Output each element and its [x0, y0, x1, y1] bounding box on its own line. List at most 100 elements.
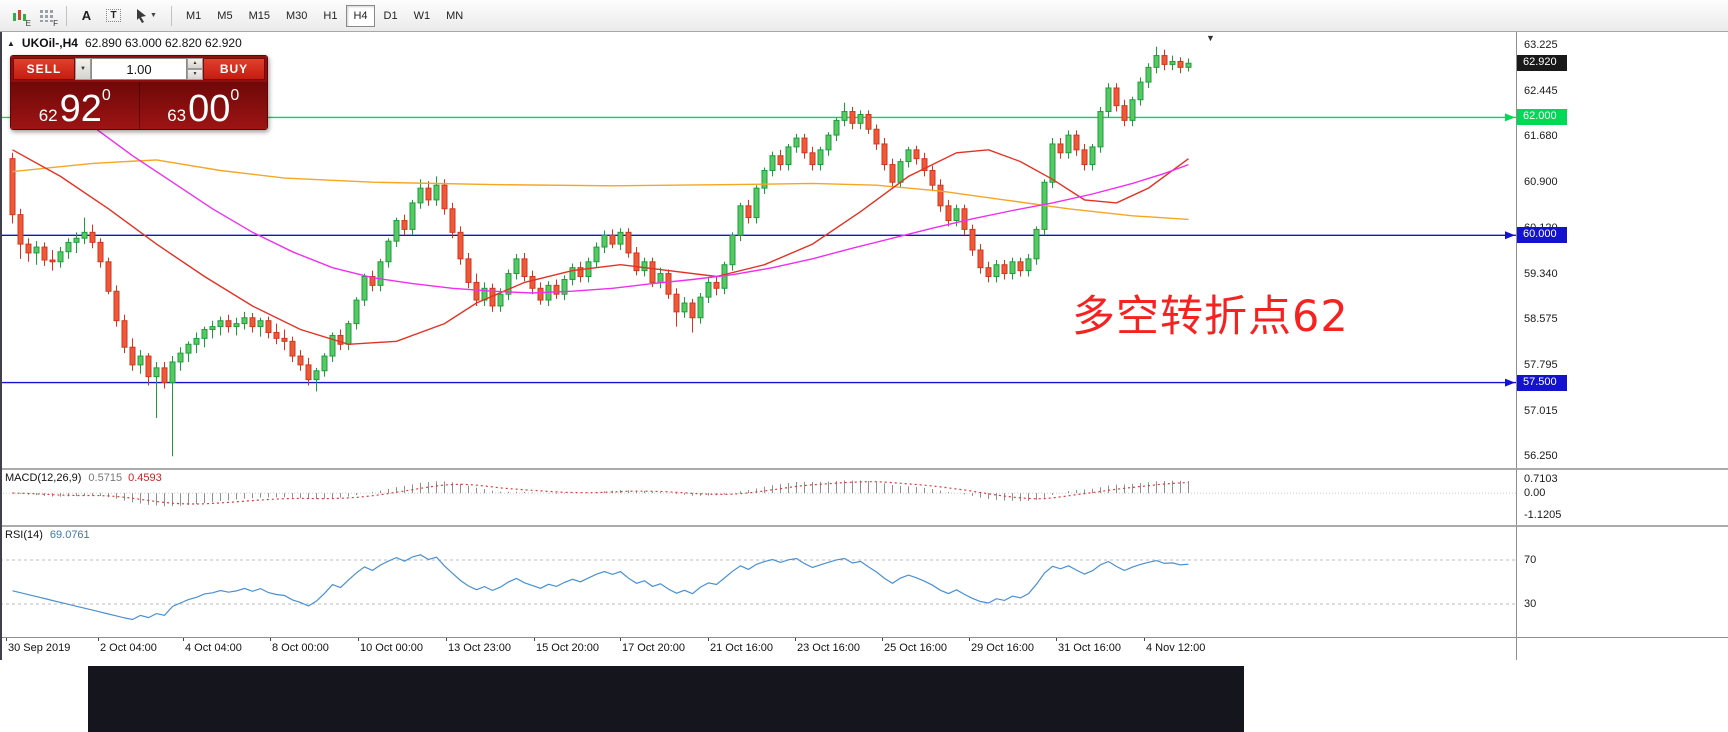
timeframe-button-W1[interactable]: W1 [407, 5, 438, 27]
toolbar: E F A T ▼ M1 M5 M15 M30 H1 H4 D1 W1 MN [0, 0, 1728, 32]
window-marker-icon: ▲ [7, 38, 15, 48]
icon-sub-label: F [53, 18, 58, 28]
macd-label: MACD(12,26,9) 0.5715 0.4593 [5, 472, 162, 484]
rsi-title: RSI(14) [5, 529, 43, 541]
cursor-tool-button[interactable]: ▼ [127, 4, 165, 28]
chevron-down-icon: ▼ [150, 12, 157, 19]
background-window-fragment [88, 666, 1244, 732]
chart-objects-icon-button[interactable]: E [6, 4, 33, 28]
ma-long-magenta [12, 66, 1189, 294]
sell-button[interactable]: SELL [13, 58, 75, 80]
sell-price-pips: 92 [59, 87, 102, 130]
volume-dropdown-button[interactable]: ▼ [75, 58, 91, 80]
time-label: 4 Nov 12:00 [1143, 638, 1206, 654]
macd-scale-label: 0.7103 [1524, 473, 1558, 486]
current-price-badge: 62.920 [1517, 55, 1567, 72]
price-tick: 62.445 [1524, 85, 1558, 98]
macd-signal-line [12, 481, 1189, 505]
symbol-title: UKOil-,H4 [21, 36, 78, 50]
price-tick: 61.680 [1524, 130, 1558, 143]
time-label: 13 Oct 23:00 [446, 638, 511, 654]
macd-title: MACD(12,26,9) [5, 472, 82, 484]
rsi-scale-label: 30 [1524, 598, 1537, 610]
chart-shift-marker-icon: ▼ [1206, 33, 1215, 43]
chart-window: ▲ UKOil-,H4 62.890 63.000 62.820 62.920 … [0, 32, 1728, 732]
time-label: 25 Oct 16:00 [882, 638, 947, 654]
price-tick: 63.225 [1524, 39, 1558, 52]
chart-title: ▲ UKOil-,H4 62.890 63.000 62.820 62.920 [7, 36, 242, 50]
buy-price-point: 0 [230, 87, 240, 104]
rsi-value: 69.0761 [49, 529, 90, 541]
one-click-trading-panel: SELL ▼ ▲ ▼ BUY 62 92 0 6 [10, 55, 268, 130]
ma-slow-orange [12, 159, 1189, 221]
timeframe-button-M15[interactable]: M15 [242, 5, 277, 27]
macd-chart[interactable] [0, 470, 1516, 525]
sell-price-display[interactable]: 62 92 0 [11, 82, 139, 129]
price-scale[interactable]: 63.22562.44561.68060.90060.12059.34058.5… [1516, 32, 1728, 468]
timeframe-group: M1 M5 M15 M30 H1 H4 D1 W1 MN [178, 4, 471, 27]
textbox-tool-button[interactable]: T [100, 4, 127, 28]
price-tick: 58.575 [1524, 313, 1558, 326]
timeframe-button-D1[interactable]: D1 [377, 5, 405, 27]
textbox-icon: T [106, 9, 121, 22]
bid-ask-display: 62 92 0 63 00 0 [11, 82, 267, 129]
scale-corner [1516, 637, 1728, 660]
macd-scale-label: -1.1205 [1524, 509, 1562, 522]
sell-price-int: 62 [38, 106, 58, 125]
bottom-strip [0, 660, 1728, 732]
time-label: 15 Oct 20:00 [534, 638, 599, 654]
volume-spinner: ▲ ▼ [187, 58, 203, 80]
timeframe-button-M1[interactable]: M1 [179, 5, 208, 27]
timeframe-button-M30[interactable]: M30 [279, 5, 314, 27]
cursor-icon [137, 9, 147, 23]
grid-icon [40, 10, 53, 22]
buy-button[interactable]: BUY [203, 58, 265, 80]
volume-decrease-button[interactable]: ▼ [187, 69, 203, 80]
price-line-badge: 57.500 [1517, 374, 1567, 391]
time-label: 29 Oct 16:00 [969, 638, 1034, 654]
time-label: 2 Oct 04:00 [98, 638, 157, 654]
timeframe-button-M5[interactable]: M5 [210, 5, 239, 27]
time-label: 21 Oct 16:00 [708, 638, 773, 654]
sell-price-point: 0 [101, 87, 111, 104]
main-chart-panel[interactable]: ▲ UKOil-,H4 62.890 63.000 62.820 62.920 … [0, 32, 1516, 468]
buy-price-display[interactable]: 63 00 0 [138, 82, 268, 130]
price-tick: 56.250 [1524, 450, 1558, 463]
rsi-scale-label: 70 [1524, 554, 1537, 566]
price-line-badge: 62.000 [1517, 109, 1567, 126]
timeframe-button-H4[interactable]: H4 [346, 4, 375, 27]
icon-sub-label: E [25, 18, 31, 28]
chart-annotation: 多空转折点62 [1072, 292, 1349, 342]
grid-icon-button[interactable]: F [33, 4, 60, 28]
rsi-chart[interactable] [0, 527, 1516, 637]
toolbar-separator [66, 5, 67, 26]
volume-increase-button[interactable]: ▲ [187, 58, 203, 69]
rsi-panel[interactable]: RSI(14) 69.0761 [0, 525, 1516, 637]
macd-signal-value: 0.4593 [128, 472, 162, 484]
timeframe-button-H1[interactable]: H1 [316, 5, 344, 27]
hline-arrow [1505, 113, 1515, 122]
buy-price-int: 63 [167, 106, 187, 125]
buy-price-pips: 00 [188, 87, 231, 130]
volume-input[interactable] [91, 58, 187, 80]
hline-arrow [1505, 378, 1515, 387]
macd-panel[interactable]: MACD(12,26,9) 0.5715 0.4593 [0, 468, 1516, 525]
rsi-scale[interactable]: 70 30 [1516, 525, 1728, 637]
mini-candles-icon [12, 9, 26, 21]
trade-controls-row: SELL ▼ ▲ ▼ BUY [11, 56, 267, 82]
timeframe-button-MN[interactable]: MN [439, 5, 470, 27]
price-tick: 57.015 [1524, 405, 1558, 418]
time-label: 10 Oct 00:00 [358, 638, 423, 654]
macd-scale[interactable]: 0.7103 0.00 -1.1205 [1516, 468, 1728, 525]
text-tool-button[interactable]: A [73, 4, 100, 28]
ma-medium-red [12, 149, 1189, 346]
time-label: 4 Oct 04:00 [183, 638, 242, 654]
time-label: 30 Sep 2019 [5, 638, 71, 654]
candlestick-chart[interactable] [0, 32, 1516, 468]
time-axis[interactable]: 30 Sep 2019 2 Oct 04:00 4 Oct 04:00 8 Oct 0… [0, 637, 1516, 660]
time-label: 8 Oct 00:00 [270, 638, 329, 654]
time-label: 31 Oct 16:00 [1056, 638, 1121, 654]
window-frame-edge [0, 32, 2, 660]
price-tick: 57.795 [1524, 359, 1558, 372]
